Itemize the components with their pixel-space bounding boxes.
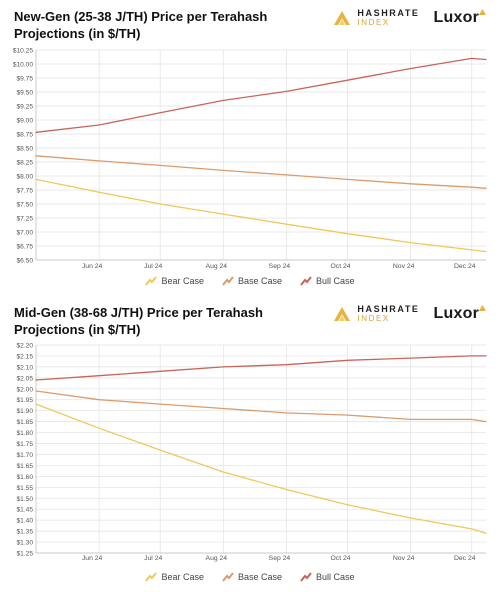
y-tick-label: $1.50 xyxy=(16,496,33,503)
chart-legend: Bear Case Base Case Bull Case xyxy=(0,572,500,582)
zigzag-line-icon xyxy=(222,572,234,582)
y-tick-label: $2.00 xyxy=(16,386,33,393)
chart-panel-new-gen: New-Gen (25-38 J/TH) Price per Terahash … xyxy=(0,8,500,286)
line-chart-mid-gen: $2.20 $2.15 $2.10 $2.05 $2.00 $1.95 $1.90 $1.85… xyxy=(16,343,487,562)
luxor-name: Luxor xyxy=(433,305,479,322)
legend-label-bear: Bear Case xyxy=(161,572,204,582)
x-tick-label: Jul 24 xyxy=(144,263,162,270)
hashrate-sub: INDEX xyxy=(357,314,390,323)
series-line-bear xyxy=(35,403,487,534)
legend-item-bear[interactable]: Bear Case xyxy=(145,572,204,582)
x-tick-label: Jun 24 xyxy=(82,555,103,562)
zigzag-line-icon xyxy=(145,572,158,582)
y-tick-label: $1.60 xyxy=(16,474,33,481)
y-tick-label: $7.50 xyxy=(16,202,33,209)
zigzag-line-icon xyxy=(300,276,312,286)
brand-logos: HASHRATE INDEX Luxor xyxy=(333,8,486,28)
triangle-icon xyxy=(479,305,486,311)
y-tick-label: $1.95 xyxy=(16,397,33,404)
y-tick-label: $1.90 xyxy=(16,408,33,415)
hashrate-sub: INDEX xyxy=(357,18,390,27)
luxor-logo: Luxor xyxy=(434,9,486,27)
y-tick-label: $2.20 xyxy=(16,343,33,350)
chart-title: New-Gen (25-38 J/TH) Price per Terahash … xyxy=(14,9,268,41)
y-tick-label: $1.80 xyxy=(16,430,33,437)
legend-label-bull: Bull Case xyxy=(316,276,355,286)
y-tick-label: $7.75 xyxy=(16,188,33,195)
x-tick-label: Jul 24 xyxy=(144,555,162,562)
hashrate-index-logo: HASHRATE INDEX xyxy=(333,8,419,28)
legend-item-base[interactable]: Base Case xyxy=(222,572,282,582)
chart-panel-mid-gen: Mid-Gen (38-68 J/TH) Price per Terahash … xyxy=(0,296,500,592)
y-tick-label: $8.50 xyxy=(16,146,33,153)
y-tick-label: $8.00 xyxy=(16,174,33,181)
x-tick-label: Oct 24 xyxy=(331,555,351,562)
zigzag-line-icon xyxy=(145,276,158,286)
y-tick-label: $8.75 xyxy=(16,132,33,139)
zigzag-line-icon xyxy=(300,572,312,582)
y-tick-label: $9.25 xyxy=(16,104,33,111)
y-tick-label: $9.50 xyxy=(16,90,33,97)
brand-logos: HASHRATE INDEX Luxor xyxy=(333,304,486,324)
legend-item-bull[interactable]: Bull Case xyxy=(300,276,355,286)
y-tick-label: $1.30 xyxy=(16,540,33,547)
y-tick-label: $10.00 xyxy=(13,62,34,69)
y-tick-label: $9.00 xyxy=(16,118,33,125)
y-tick-label: $1.25 xyxy=(16,551,33,558)
y-tick-label: $7.25 xyxy=(16,216,33,223)
x-tick-label: Sep 24 xyxy=(269,555,291,562)
chart-legend: Bear Case Base Case Bull Case xyxy=(0,276,500,286)
legend-label-base: Base Case xyxy=(237,572,283,582)
hashrate-name: HASHRATE xyxy=(357,8,420,18)
x-tick-label: Aug 24 xyxy=(206,555,228,562)
y-tick-label: $9.75 xyxy=(16,76,33,83)
legend-label-base: Base Case xyxy=(237,276,283,286)
legend-label-bear: Bear Case xyxy=(161,276,204,286)
y-tick-label: $10.25 xyxy=(13,48,34,55)
stacked-chevron-icon xyxy=(334,307,351,321)
series-line-bear xyxy=(35,178,487,253)
x-tick-label: Sep 24 xyxy=(269,263,291,270)
y-tick-label: $1.65 xyxy=(16,463,33,470)
legend-item-bear[interactable]: Bear Case xyxy=(145,276,204,286)
y-tick-label: $2.15 xyxy=(16,353,33,360)
y-tick-label: $6.75 xyxy=(16,244,33,251)
hashrate-name: HASHRATE xyxy=(357,304,420,314)
y-tick-label: $1.40 xyxy=(16,518,33,525)
y-tick-label: $1.35 xyxy=(16,529,33,536)
legend-item-bull[interactable]: Bull Case xyxy=(300,572,355,582)
x-tick-label: Jun 24 xyxy=(82,263,103,270)
x-tick-label: Aug 24 xyxy=(206,263,228,270)
y-tick-label: $6.50 xyxy=(16,258,33,265)
y-tick-label: $1.55 xyxy=(16,485,33,492)
y-tick-label: $1.70 xyxy=(16,452,33,459)
luxor-name: Luxor xyxy=(433,9,479,26)
hashrate-index-logo: HASHRATE INDEX xyxy=(333,304,419,324)
legend-item-base[interactable]: Base Case xyxy=(222,276,282,286)
chart-title: Mid-Gen (38-68 J/TH) Price per Terahash … xyxy=(14,305,263,337)
triangle-icon xyxy=(479,9,486,15)
x-tick-label: Dec 24 xyxy=(454,555,476,562)
x-tick-label: Nov 24 xyxy=(393,555,415,562)
series-line-base xyxy=(35,390,487,423)
y-tick-label: $1.75 xyxy=(16,441,33,448)
series-line-bull xyxy=(35,355,487,381)
zigzag-line-icon xyxy=(222,276,234,286)
y-tick-label: $8.25 xyxy=(16,160,33,167)
series-line-base xyxy=(35,155,487,189)
series-line-bull xyxy=(35,57,487,133)
luxor-logo: Luxor xyxy=(434,305,486,323)
x-tick-label: Dec 24 xyxy=(454,263,476,270)
y-tick-label: $2.05 xyxy=(16,375,33,382)
legend-label-bull: Bull Case xyxy=(316,572,355,582)
line-chart-new-gen: $10.25 $10.00 $9.75 $9.50 $9.25 $9.00 $8.75 $8.… xyxy=(13,48,487,270)
x-tick-label: Nov 24 xyxy=(393,263,415,270)
y-tick-label: $1.45 xyxy=(16,507,33,514)
y-tick-label: $2.10 xyxy=(16,364,33,371)
y-tick-label: $1.85 xyxy=(16,419,33,426)
stacked-chevron-icon xyxy=(334,11,351,25)
x-tick-label: Oct 24 xyxy=(331,263,351,270)
y-tick-label: $7.00 xyxy=(16,230,33,237)
